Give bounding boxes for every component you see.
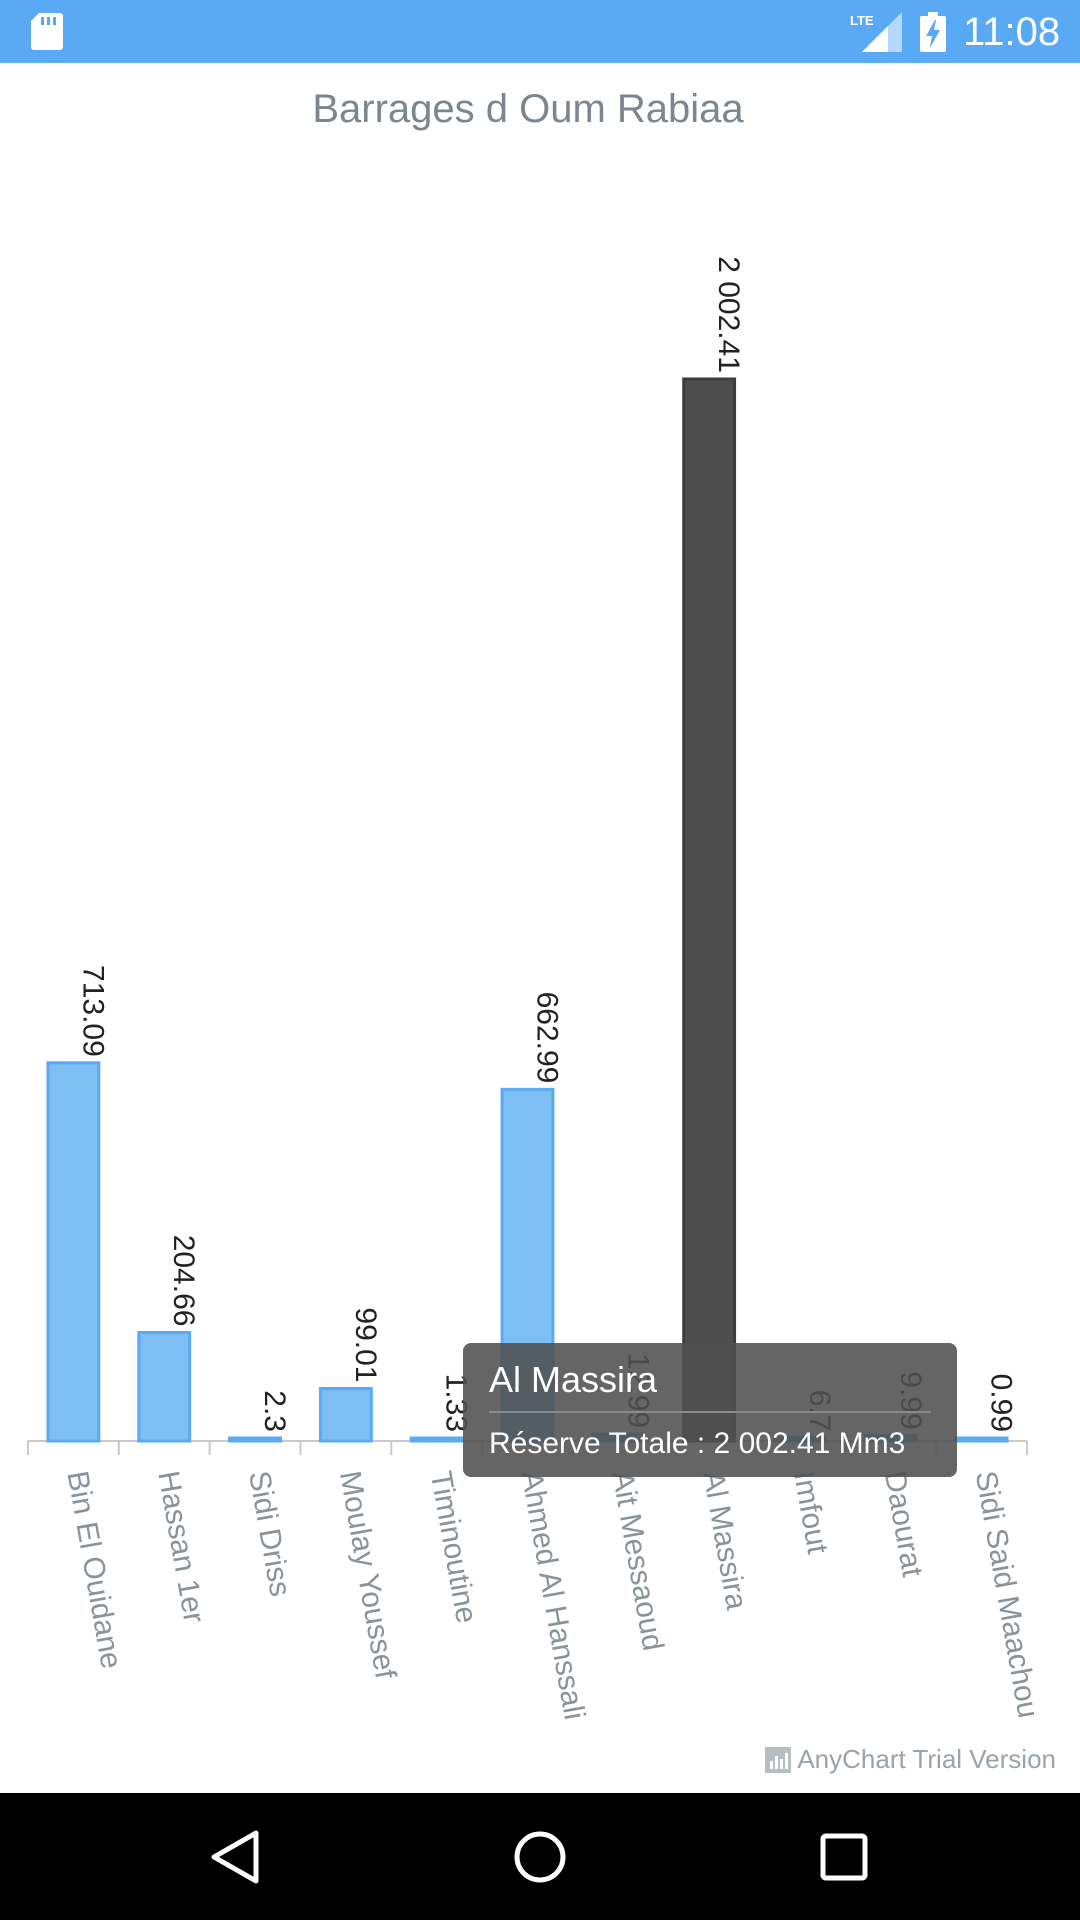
sd-card-icon [31, 13, 63, 50]
back-icon[interactable] [196, 1817, 276, 1897]
tooltip: Al Massira Réserve Totale : 2 002.41 Mm3 [463, 1343, 957, 1477]
battery-charging-icon [920, 12, 946, 52]
lte-signal-icon: LTE [850, 12, 902, 52]
bar[interactable] [409, 1436, 464, 1443]
bar[interactable] [228, 1436, 282, 1443]
clock: 11:08 [963, 10, 1061, 54]
data-label: 2.3 [258, 1390, 291, 1432]
tooltip-body: Réserve Totale : 2 002.41 Mm3 [489, 1427, 906, 1460]
x-tick-label: Ait Messaoud [605, 1468, 669, 1653]
bar[interactable] [682, 377, 737, 1443]
x-tick-label: Imfout [787, 1468, 834, 1556]
watermark-text: AnyChart Trial Version [797, 1744, 1056, 1774]
navigation-bar [0, 1793, 1080, 1920]
tooltip-divider [489, 1411, 931, 1413]
home-icon[interactable] [500, 1817, 580, 1897]
bar-chart[interactable]: 713.09 Bin El Ouidane 204.66 Hassan 1er 2.3 S… [0, 63, 1080, 1793]
data-label: 204.66 [167, 1235, 200, 1327]
x-tick-label: Ahmed Al Hanssali [515, 1468, 591, 1722]
data-label: 713.09 [76, 965, 109, 1057]
watermark[interactable]: AnyChart Trial Version [765, 1744, 1056, 1775]
x-tick-label: Al Massira [696, 1468, 753, 1612]
data-label: 662.99 [531, 992, 564, 1084]
x-tick-label: Sidi Said Maachou [969, 1468, 1045, 1720]
data-label: 2 002.41 [712, 256, 745, 373]
x-tick-label: Daourat [878, 1468, 929, 1579]
anychart-logo-icon [765, 1746, 792, 1773]
bar[interactable] [46, 1061, 101, 1443]
svg-text:LTE: LTE [850, 13, 874, 28]
bar[interactable] [137, 1330, 192, 1443]
x-tick-label: Timinoutine [424, 1468, 483, 1625]
data-label: 99.01 [349, 1307, 382, 1382]
status-bar: LTE 11:08 [0, 0, 1080, 63]
tooltip-title: Al Massira [489, 1359, 658, 1400]
x-tick-label: Moulay Youssef [333, 1468, 402, 1681]
bar[interactable] [954, 1436, 1009, 1443]
chart-area[interactable]: Barrages d Oum Rabiaa 713.09 Bin El Ouida… [0, 63, 1080, 1793]
x-tick-label: Hassan 1er [151, 1468, 210, 1625]
chart-title: Barrages d Oum Rabiaa [312, 87, 744, 131]
x-tick-label: Bin El Ouidane [61, 1468, 128, 1671]
bar[interactable] [318, 1386, 373, 1443]
x-tick-label: Sidi Driss [242, 1468, 296, 1598]
recents-icon[interactable] [804, 1817, 884, 1897]
data-label: 0.99 [985, 1374, 1018, 1432]
